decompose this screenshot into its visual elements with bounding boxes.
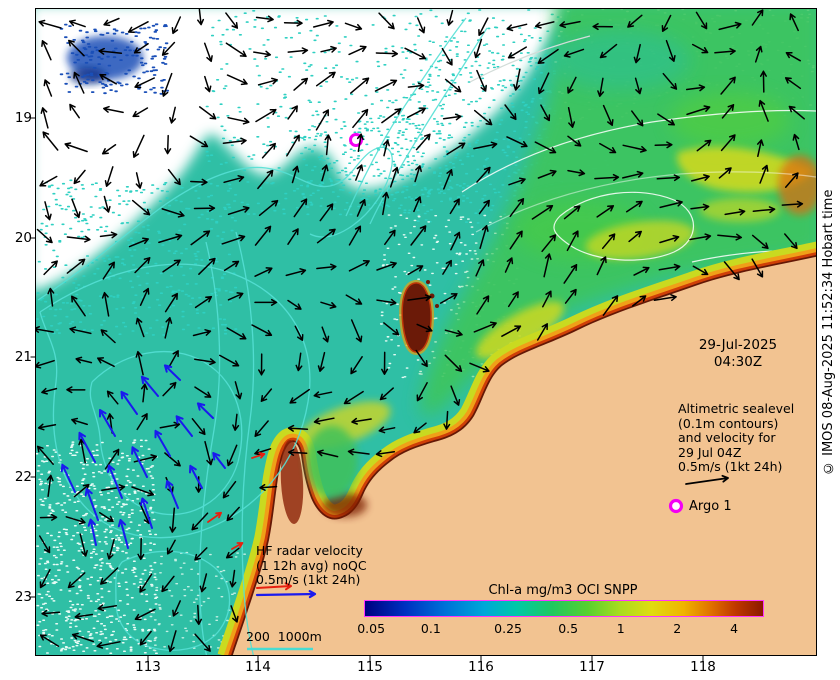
altimetric-legend: Altimetric sealevel (0.1m contours) and … — [678, 401, 795, 475]
dark-water-patch-2 — [70, 68, 106, 84]
argo-map-marker-icon — [349, 133, 363, 147]
coastline — [217, 241, 817, 656]
y-tick-label: 23 — [14, 589, 32, 605]
x-tick-label: 113 — [135, 659, 161, 675]
cloud-region — [35, 8, 564, 291]
y-tick-label: 19 — [14, 110, 32, 126]
hf-legend-line: (1 12h avg) noQC — [256, 557, 367, 573]
altimetric-legend-line: Altimetric sealevel — [678, 401, 795, 416]
y-tick-label: 21 — [14, 349, 32, 365]
colorbar-gradient — [364, 600, 764, 617]
altimetric-legend-line: (0.1m contours) — [678, 415, 779, 431]
colorbar-tick-label: 2 — [673, 621, 682, 636]
hf-legend-line: HF radar velocity — [256, 543, 363, 558]
axis-ticks — [30, 117, 704, 661]
hf-radar-legend: HF radar velocity (1 12h avg) noQC 0.5m/… — [256, 543, 367, 588]
colorbar-tick-label: 0.25 — [494, 621, 522, 636]
green-texture-1 — [550, 30, 690, 90]
colorbar-tick-label: 0.05 — [357, 621, 386, 636]
x-tick-label: 116 — [468, 659, 494, 675]
bathymetry-contour-1000m — [199, 241, 221, 656]
argo-legend-label: Argo 1 — [689, 499, 732, 514]
date-label: 29-Jul-2025 — [698, 337, 778, 353]
sealevel-contours-white — [461, 35, 817, 263]
hf-legend-line: 0.5m/s (1kt 24h) — [256, 572, 361, 587]
colorbar-tick-label: 0.5 — [558, 621, 579, 636]
depth-scale-label: 200 1000m — [246, 629, 322, 644]
colorbar-title: Chl-a mg/m3 OCI SNPP — [488, 583, 638, 598]
altimetric-legend-line: 0.5m/s (1kt 24h) — [678, 459, 783, 474]
gulf-water — [306, 426, 358, 498]
altimetric-legend-line: and velocity for — [678, 430, 776, 445]
colorbar-tick-label: 4 — [730, 621, 739, 636]
hf-radar-velocity-arrows — [60, 364, 266, 550]
time-label: 04:30Z — [713, 354, 763, 370]
x-tick-label: 118 — [690, 659, 716, 675]
altimetric-legend-line: 29 Jul 04Z — [678, 444, 742, 460]
x-tick-label: 115 — [357, 659, 383, 675]
credit-text: © IMOS 08-Aug-2025 11:52:34 Hobart time — [821, 189, 836, 475]
bathymetry-contour-200m — [235, 231, 255, 656]
plot-frame — [35, 8, 817, 656]
legend-arrows — [255, 474, 729, 599]
colorbar-tick-label: 1 — [616, 621, 625, 636]
x-tick-label: 114 — [245, 659, 271, 675]
gulf-bottom-patch — [323, 493, 367, 517]
y-tick-label: 20 — [14, 230, 32, 246]
land-region — [232, 256, 817, 656]
argo-marker-icon — [668, 498, 684, 514]
colorbar-tick-label: 0.1 — [420, 621, 441, 636]
x-tick-label: 117 — [579, 659, 605, 675]
geostrophic-velocity-arrows — [35, 8, 805, 653]
y-tick-label: 22 — [14, 469, 32, 485]
datetime-annotation: 29-Jul-2025 04:30Z — [692, 337, 784, 371]
